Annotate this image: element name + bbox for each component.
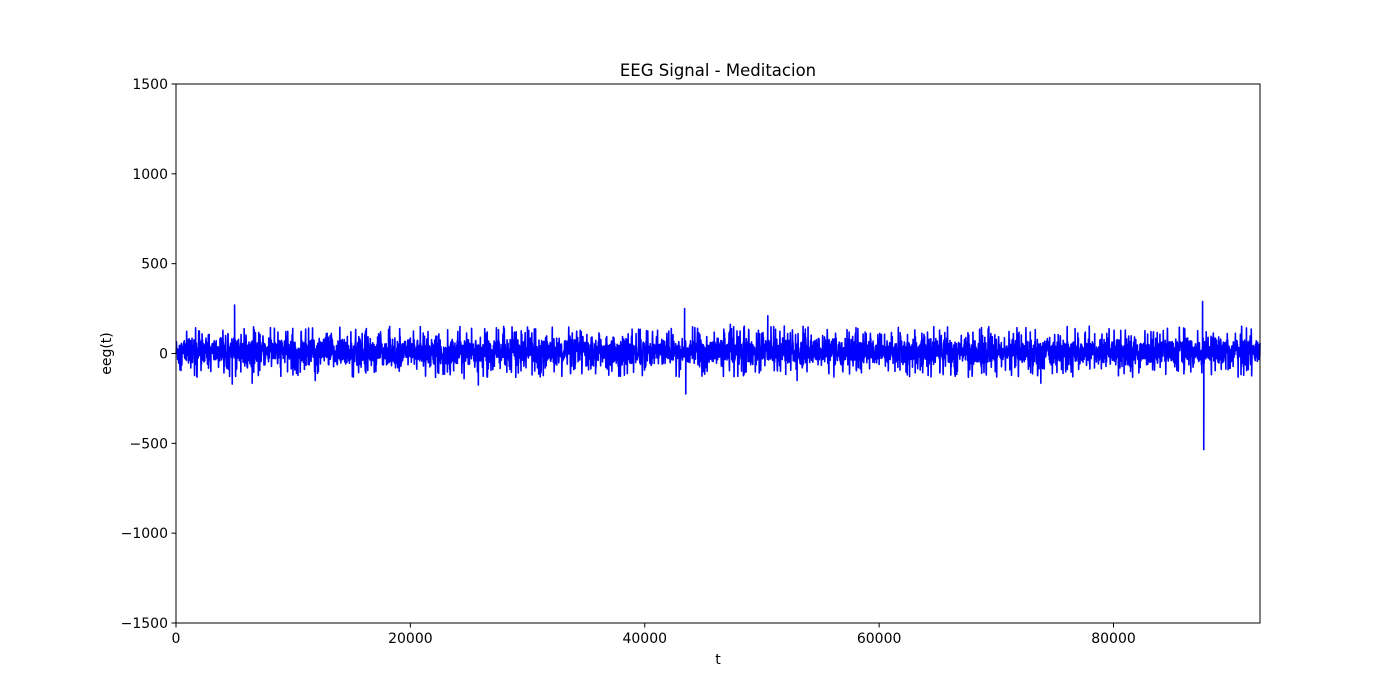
y-tick-label: 0 — [159, 347, 168, 363]
y-tick-label: −500 — [130, 436, 168, 452]
chart-title: EEG Signal - Meditacion — [620, 61, 816, 80]
x-tick-label: 40000 — [622, 631, 667, 647]
x-axis-ticks: 0 20000 40000 60000 80000 — [172, 623, 1136, 647]
x-tick-label: 0 — [172, 631, 181, 647]
eeg-signal-line — [175, 300, 1261, 451]
x-tick-label: 20000 — [388, 631, 433, 647]
x-axis-label: t — [715, 652, 721, 668]
x-tick-label: 80000 — [1091, 631, 1136, 647]
x-tick-label: 60000 — [857, 631, 902, 647]
y-tick-label: 1000 — [132, 167, 168, 183]
y-tick-label: −1500 — [121, 616, 168, 632]
y-tick-label: −1000 — [121, 526, 168, 542]
y-axis-ticks: −1500 −1000 −500 0 500 1000 1500 — [121, 77, 176, 632]
y-tick-label: 500 — [141, 257, 168, 273]
y-axis-label: eeg(t) — [99, 332, 115, 375]
y-tick-label: 1500 — [132, 77, 168, 93]
signal-layer — [175, 300, 1261, 451]
